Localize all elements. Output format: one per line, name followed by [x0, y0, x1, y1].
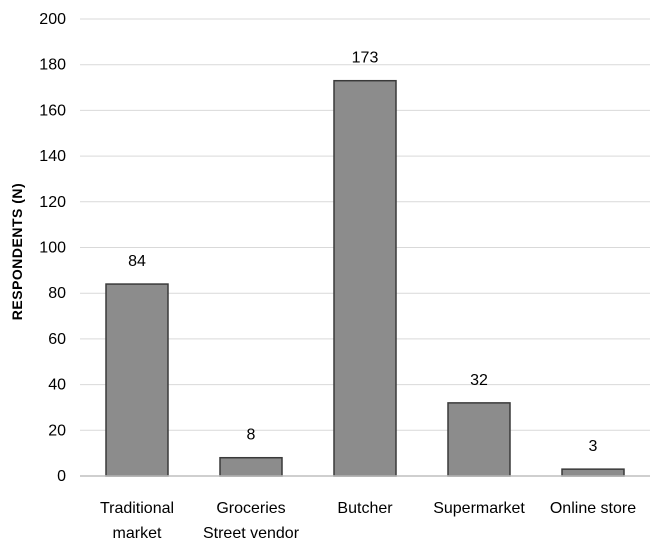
data-label: 8: [247, 427, 256, 444]
x-category-label: Groceries: [216, 500, 285, 517]
bars: [105, 79, 625, 477]
y-tick-label: 0: [57, 468, 66, 485]
y-tick-label: 40: [48, 377, 66, 394]
data-labels: 84 8 173 32 3: [128, 50, 597, 455]
y-tick-label: 80: [48, 285, 66, 302]
bar: [105, 283, 169, 477]
x-category-label: Online store: [550, 500, 636, 517]
data-label: 3: [589, 438, 598, 455]
x-category-label: Street vendor: [203, 525, 300, 542]
y-axis-title: RESPONDENTS (N): [9, 183, 25, 320]
y-tick-label: 140: [39, 148, 66, 165]
data-label: 32: [470, 372, 488, 389]
x-category-label: Traditional: [100, 500, 174, 517]
x-category-label: market: [113, 525, 162, 542]
bar: [333, 79, 397, 477]
data-label: 173: [352, 50, 379, 67]
bar: [561, 468, 625, 477]
data-label: 84: [128, 253, 146, 270]
y-tick-label: 20: [48, 422, 66, 439]
y-tick-label: 60: [48, 331, 66, 348]
x-category-label: Butcher: [337, 500, 393, 517]
x-axis-labels: Traditional market Groceries Street vendor B…: [100, 500, 636, 542]
y-tick-label: 180: [39, 57, 66, 74]
y-tick-label: 200: [39, 11, 66, 28]
y-tick-label: 160: [39, 102, 66, 119]
bar: [447, 402, 511, 477]
bar: [219, 456, 283, 477]
y-tick-label: 120: [39, 194, 66, 211]
y-axis-ticks: 0 20 40 60 80 100 120 140 160 180 200: [39, 11, 66, 485]
x-category-label: Supermarket: [433, 500, 525, 517]
y-tick-label: 100: [39, 240, 66, 257]
